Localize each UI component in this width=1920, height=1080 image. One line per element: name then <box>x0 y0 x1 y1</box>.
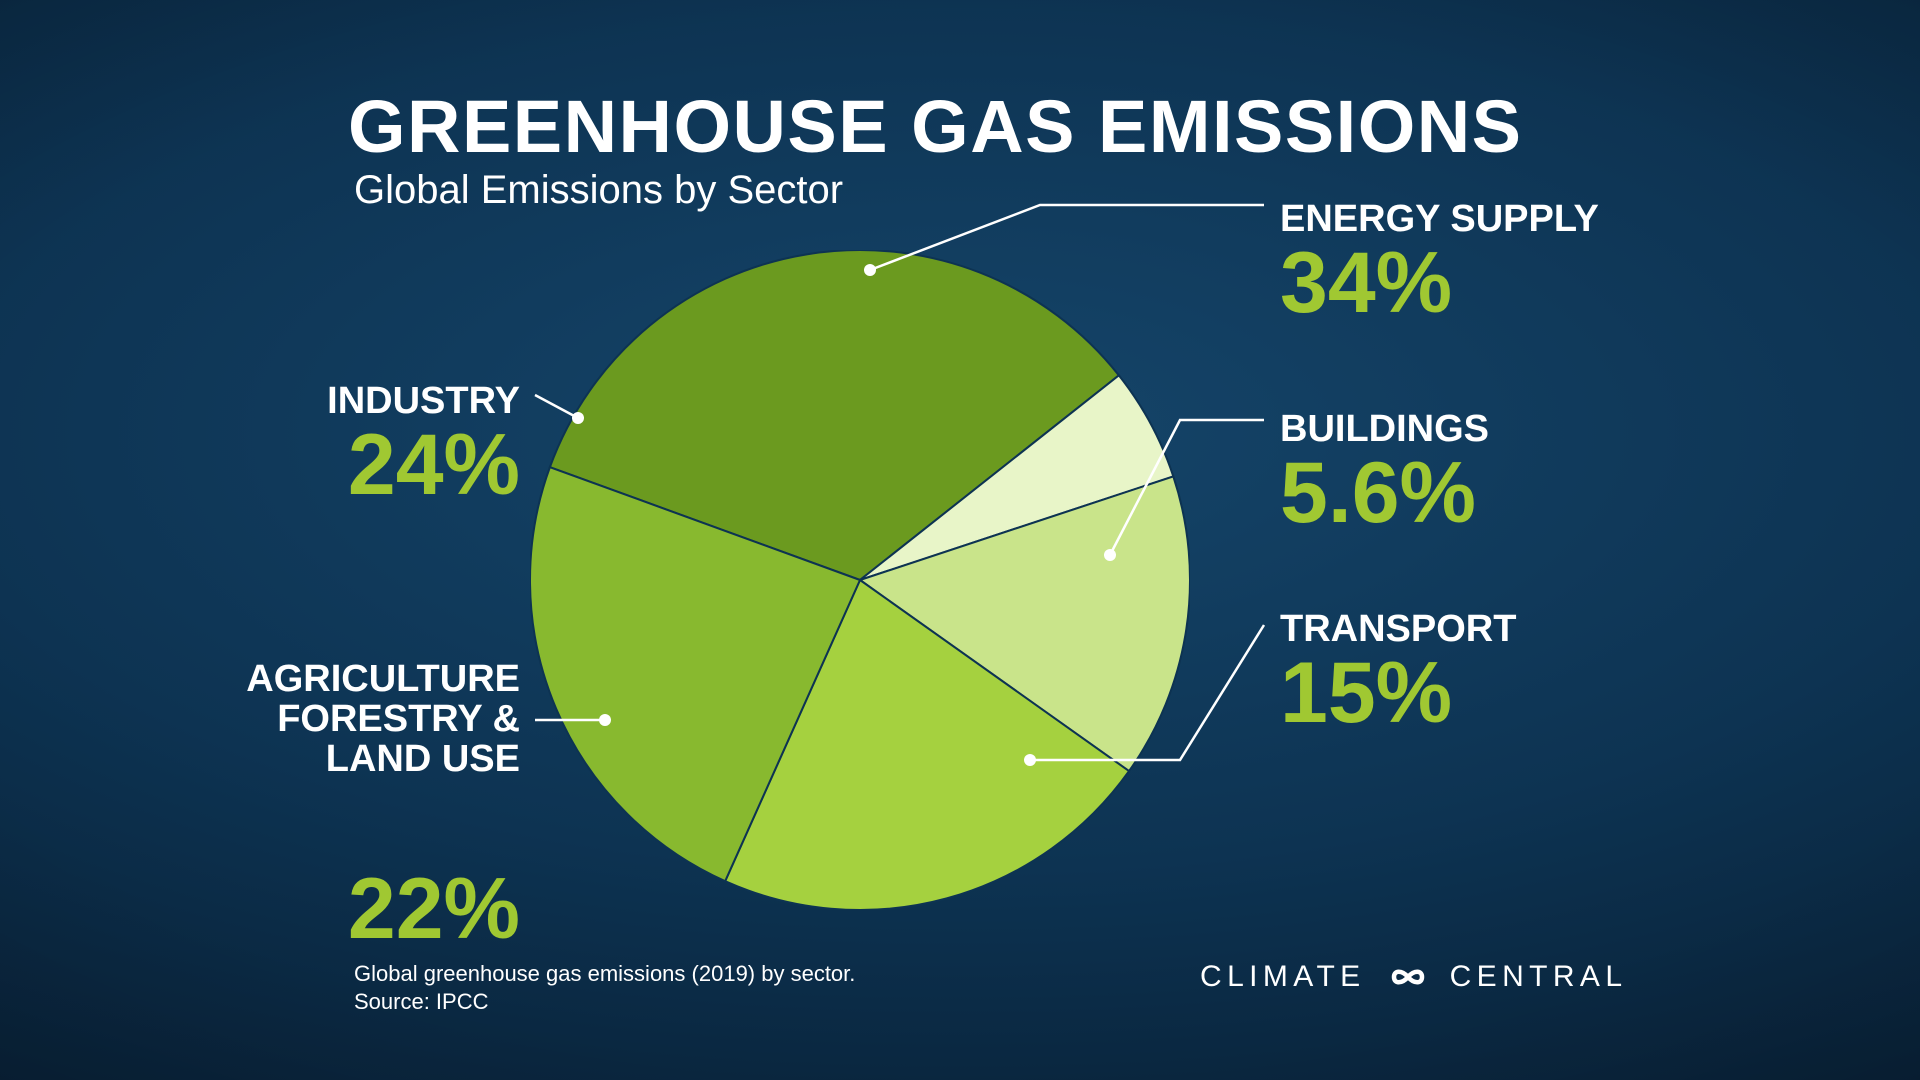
leader-dot-buildings <box>1104 549 1116 561</box>
footnote: Global greenhouse gas emissions (2019) b… <box>354 960 855 1015</box>
label-name-buildings: BUILDINGS <box>1280 410 1489 450</box>
label-value-energy: 34% <box>1280 240 1599 326</box>
label-value-agri: 22% <box>246 866 520 952</box>
label-buildings: BUILDINGS5.6% <box>1280 410 1489 536</box>
label-name-industry: INDUSTRY <box>327 382 520 422</box>
label-transport: TRANSPORT15% <box>1280 610 1516 736</box>
label-value-buildings: 5.6% <box>1280 450 1489 536</box>
leader-dot-agri <box>599 714 611 726</box>
footnote-line1: Global greenhouse gas emissions (2019) b… <box>354 960 855 988</box>
leader-dot-energy <box>864 264 876 276</box>
leader-buildings <box>1110 420 1264 555</box>
label-name-agri: AGRICULTURE FORESTRY & LAND USE <box>246 660 520 780</box>
label-name-transport: TRANSPORT <box>1280 610 1516 650</box>
leader-dot-transport <box>1024 754 1036 766</box>
label-industry: INDUSTRY24% <box>327 382 520 508</box>
leader-dot-industry <box>572 412 584 424</box>
brand-logo: CLIMATE CENTRAL <box>1200 960 1627 994</box>
label-name-energy: ENERGY SUPPLY <box>1280 200 1599 240</box>
leader-transport <box>1030 625 1264 760</box>
label-energy: ENERGY SUPPLY34% <box>1280 200 1599 326</box>
label-value-industry: 24% <box>327 422 520 508</box>
leader-energy <box>870 205 1264 270</box>
leader-industry <box>535 395 578 418</box>
brand-left: CLIMATE <box>1200 960 1366 994</box>
footnote-line2: Source: IPCC <box>354 988 855 1016</box>
label-agri: AGRICULTURE FORESTRY & LAND USE 22% <box>246 660 520 952</box>
label-value-transport: 15% <box>1280 650 1516 736</box>
brand-right: CENTRAL <box>1450 960 1628 994</box>
infinity-icon <box>1380 961 1436 993</box>
